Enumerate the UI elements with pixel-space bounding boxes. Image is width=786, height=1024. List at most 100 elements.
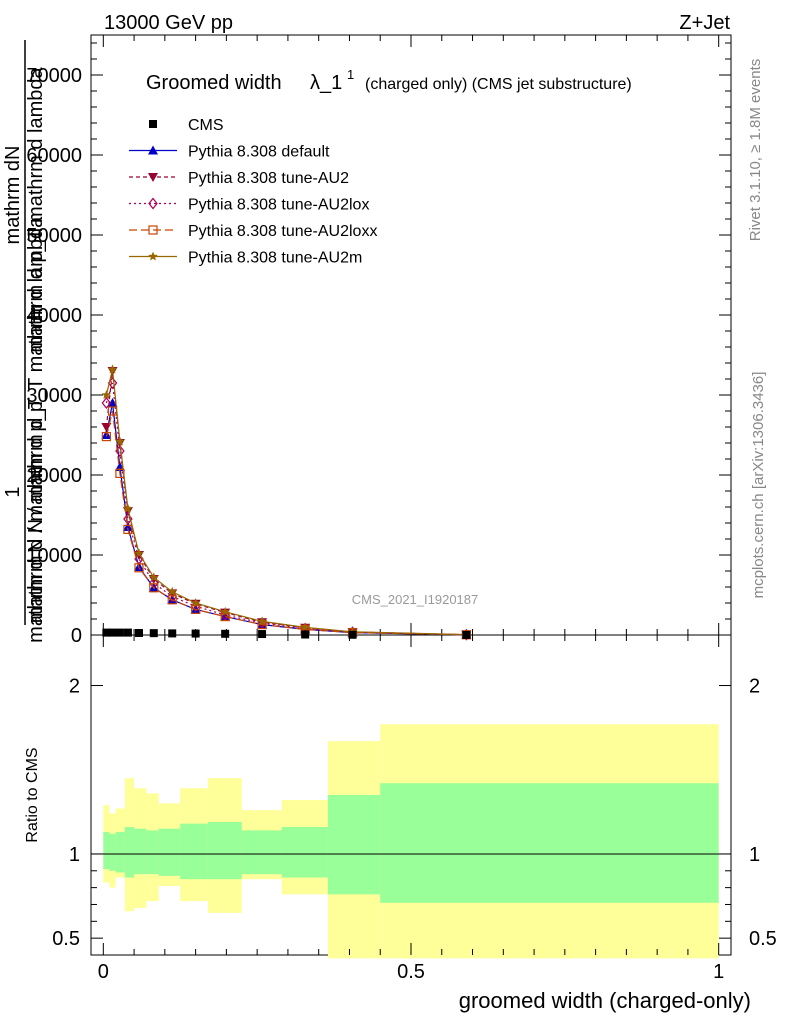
y-tick-label: 20000 bbox=[26, 465, 82, 487]
ratio-band-inner-bin bbox=[115, 832, 125, 873]
title-note: (charged only) (CMS jet substructure) bbox=[365, 76, 632, 93]
data-point bbox=[257, 616, 267, 626]
plot-title: Groomed width λ_1 1 (charged only) (CMS … bbox=[146, 67, 632, 94]
legend-label: CMS bbox=[188, 117, 224, 134]
data-point bbox=[149, 572, 159, 582]
ratio-band-inner-bin bbox=[109, 833, 116, 871]
data-point bbox=[108, 628, 117, 637]
data-point bbox=[300, 622, 310, 632]
data-point bbox=[191, 629, 200, 638]
data-point bbox=[167, 586, 177, 596]
title-lambda: λ_1 bbox=[310, 72, 342, 94]
ratio-band-inner-bin bbox=[103, 832, 110, 870]
data-point bbox=[148, 145, 158, 155]
ratio-tick-label-right: 0.5 bbox=[749, 928, 777, 950]
analysis-watermark: CMS_2021_I1920187 bbox=[352, 592, 479, 607]
data-point bbox=[101, 397, 112, 409]
ratio-band-inner-bin bbox=[207, 821, 242, 880]
data-point bbox=[134, 563, 144, 573]
data-point bbox=[348, 630, 357, 639]
series-line bbox=[105, 382, 467, 636]
ratio-band-inner-bin bbox=[158, 828, 181, 876]
y-label-dndpt: mathrm d N / mathrm d p_T bbox=[25, 397, 47, 643]
data-point bbox=[123, 628, 132, 637]
data-point bbox=[220, 606, 230, 616]
title-main: Groomed width bbox=[146, 72, 282, 94]
process-label: Z+Jet bbox=[679, 12, 730, 34]
data-point bbox=[149, 629, 158, 638]
energy-label: 13000 GeV pp bbox=[104, 12, 233, 34]
data-point bbox=[107, 364, 118, 374]
data-point bbox=[123, 503, 133, 513]
data-point bbox=[462, 630, 471, 639]
y-label-denominator: mathrm d p_T mathrm d lambda bbox=[25, 66, 47, 352]
data-point bbox=[221, 629, 230, 638]
data-point bbox=[191, 604, 201, 615]
data-point bbox=[101, 390, 112, 399]
y-label-overlap: mathrm d N / mathrm d p_T mathrm d lambd… bbox=[25, 216, 47, 623]
data-point bbox=[258, 630, 267, 639]
axis-ticks bbox=[91, 35, 731, 955]
data-point bbox=[148, 173, 158, 182]
data-point bbox=[101, 423, 112, 432]
legend-label: Pythia 8.308 default bbox=[188, 144, 330, 161]
data-point bbox=[190, 598, 201, 607]
main-y-axis-label: mathrm dN mathrm d p_T mathrm d lambda 1… bbox=[2, 40, 47, 643]
ratio-band-inner-bin bbox=[124, 827, 135, 878]
ratio-band-inner-bin bbox=[134, 828, 147, 875]
x-axis-label: groomed width (charged-only) bbox=[459, 988, 751, 1013]
data-point bbox=[123, 524, 133, 535]
data-series bbox=[101, 364, 472, 641]
data-point bbox=[115, 436, 125, 446]
y-tick-label: 50000 bbox=[26, 225, 82, 247]
data-point bbox=[102, 628, 111, 637]
data-point bbox=[149, 120, 157, 128]
x-tick-label: 0.5 bbox=[397, 961, 425, 983]
y-tick-label: 10000 bbox=[26, 545, 82, 567]
ratio-band-inner-bin bbox=[241, 830, 282, 875]
ratio-tick-label-left: 2 bbox=[69, 676, 80, 698]
data-point bbox=[148, 197, 158, 210]
y-tick-label: 60000 bbox=[26, 145, 82, 167]
x-tick-label: 1 bbox=[713, 961, 724, 983]
y-tick-label: 0 bbox=[71, 625, 82, 647]
ratio-tick-label-left: 0.5 bbox=[52, 928, 80, 950]
data-point bbox=[168, 629, 177, 638]
y-tick-label: 30000 bbox=[26, 385, 82, 407]
data-point bbox=[135, 629, 143, 637]
x-tick-labels: 0 0.5 1 bbox=[98, 961, 725, 983]
ratio-band-inner-bin bbox=[327, 795, 381, 895]
data-point bbox=[107, 398, 118, 407]
data-point bbox=[190, 600, 201, 613]
y-tick-label: 40000 bbox=[26, 305, 82, 327]
data-point bbox=[149, 583, 159, 593]
legend-label: Pythia 8.308 tune-AU2lox bbox=[188, 197, 369, 214]
title-superscript: 1 bbox=[347, 67, 354, 82]
data-point bbox=[122, 522, 133, 531]
series-line bbox=[105, 410, 467, 636]
legend: CMS Pythia 8.308 default Pythia 8.308 tune… bbox=[129, 117, 377, 267]
mcplots-label: mcplots.cern.ch [arXiv:1306.3436] bbox=[750, 372, 767, 599]
y-label-numerator: mathrm dN bbox=[2, 146, 24, 245]
y-tick-label: 70000 bbox=[26, 65, 82, 87]
ratio-y-axis-label: Ratio to CMS bbox=[24, 747, 41, 842]
ratio-tick-labels: 0.5 1 2 0.5 1 2 bbox=[52, 676, 777, 951]
legend-label: Pythia 8.308 tune-AU2m bbox=[188, 250, 362, 267]
ratio-tick-label-left: 1 bbox=[69, 844, 80, 866]
data-point bbox=[134, 548, 144, 558]
data-point bbox=[101, 432, 111, 442]
main-plot-frame bbox=[90, 34, 732, 636]
data-point bbox=[148, 225, 158, 235]
y-label-one: 1 bbox=[2, 486, 24, 497]
ratio-band-inner-bin bbox=[180, 823, 208, 880]
ratio-band-inner-bin bbox=[146, 830, 159, 875]
ratio-band-inner-bin bbox=[281, 827, 328, 878]
data-point bbox=[115, 628, 124, 637]
ratio-band-inner-bin bbox=[380, 783, 719, 903]
ratio-tick-label-right: 1 bbox=[749, 844, 760, 866]
data-point bbox=[148, 251, 158, 261]
data-point bbox=[301, 630, 310, 639]
y-tick-labels: 0 10000 20000 30000 40000 50000 60000 70… bbox=[26, 65, 82, 647]
x-tick-label: 0 bbox=[98, 961, 109, 983]
